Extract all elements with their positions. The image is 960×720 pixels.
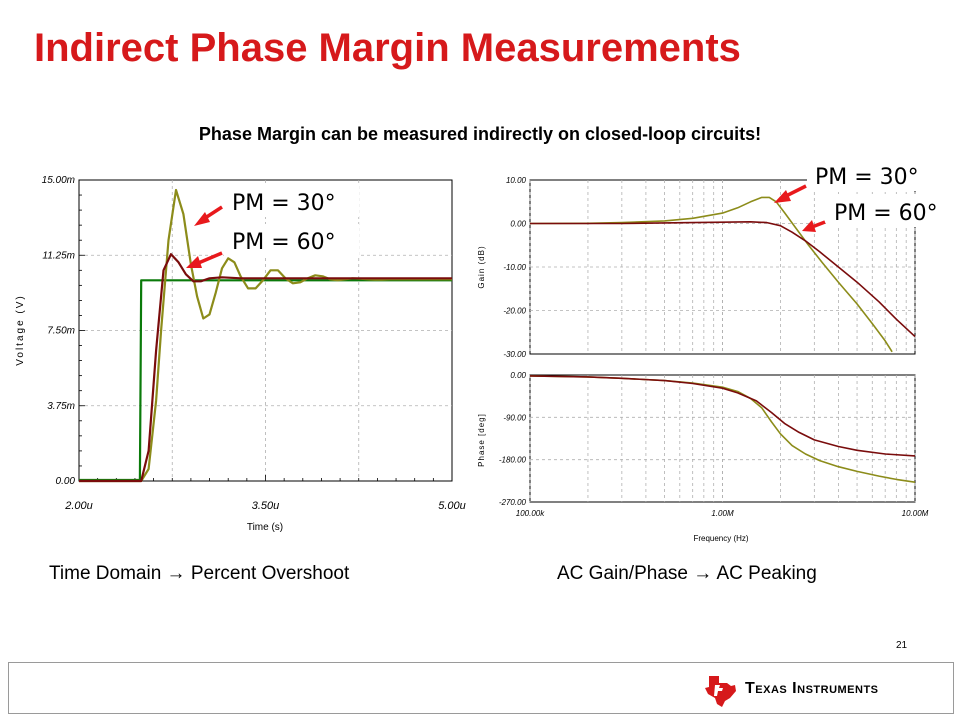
gain-y-tick-label: -20.00 bbox=[503, 307, 526, 316]
ac-pm60-label: PM = 60° bbox=[834, 201, 938, 226]
time-x-tick-label: 2.00u bbox=[64, 500, 93, 512]
time-series-pm60 bbox=[79, 253, 452, 483]
ac-pm30-label: PM = 30° bbox=[815, 165, 919, 190]
time-x-tick-label: 5.00u bbox=[438, 500, 466, 512]
phase-y-tick-label: 0.00 bbox=[510, 371, 526, 380]
time-x-axis-title: Time (s) bbox=[247, 522, 283, 533]
slide-subtitle: Phase Margin can be measured indirectly … bbox=[198, 124, 762, 144]
ti-logo-text: Texas Instruments bbox=[745, 680, 879, 697]
time-series-group bbox=[79, 188, 452, 483]
phase-series-group bbox=[529, 375, 916, 483]
ac-pm60-callout: PM = 60° bbox=[826, 194, 956, 227]
gain-ticks: -30.00 -20.00 -10.00 0.00 10.00 bbox=[503, 176, 526, 359]
time-ticks: 0.00 3.75m 7.50m 11.25m 15.00m 2.00u 3.50u 5.00… bbox=[42, 175, 466, 512]
time-pm60-arrow-shaft bbox=[195, 251, 223, 266]
phase-grid bbox=[529, 375, 916, 502]
time-pm30-callout: PM = 30° bbox=[224, 185, 359, 217]
gain-y-tick-label: 0.00 bbox=[510, 220, 526, 229]
page-number: 21 bbox=[896, 640, 908, 651]
phase-plot-area bbox=[529, 374, 916, 503]
time-series-pm30 bbox=[79, 188, 452, 483]
time-pm30-callout-box bbox=[224, 185, 359, 217]
footer-bar bbox=[8, 662, 954, 714]
caption-ac: AC Gain/Phase → AC Peaking bbox=[557, 563, 817, 584]
gain-y-axis-title: Gain (dB) bbox=[477, 245, 486, 288]
time-pm60-arrow bbox=[186, 251, 223, 268]
phase-y-tick-label: -270.00 bbox=[499, 498, 527, 507]
time-pm60-callout-box bbox=[224, 224, 359, 256]
slide-title: Indirect Phase Margin Measurements bbox=[34, 26, 741, 70]
charts-canvas: 0.00 3.75m 7.50m 11.25m 15.00m 2.00u 3.50u 5.00… bbox=[15, 158, 956, 543]
time-y-tick-label: 0.00 bbox=[56, 476, 76, 487]
time-pm60-arrow-head bbox=[186, 256, 202, 268]
gain-y-tick-label: -30.00 bbox=[503, 350, 526, 359]
time-y-tick-label: 7.50m bbox=[47, 326, 75, 337]
time-pm30-arrow bbox=[194, 205, 223, 226]
time-x-tick-label: 3.50u bbox=[252, 500, 280, 512]
ac-pm30-arrow bbox=[774, 184, 807, 203]
time-y-tick-label: 15.00m bbox=[42, 175, 75, 186]
ac-pm30-arrow-head bbox=[774, 190, 791, 203]
time-y-tick-label: 11.25m bbox=[42, 250, 75, 261]
ac-pm60-arrow bbox=[802, 220, 826, 232]
caption-time-domain: Time Domain → Percent Overshoot bbox=[49, 563, 350, 584]
ac-pm30-callout: PM = 30° bbox=[807, 158, 942, 191]
phase-x-tick-label: 100.00k bbox=[516, 509, 545, 518]
phase-ticks: -270.00 -180.00 -90.00 0.00 100.00k 1.00M 10.0… bbox=[499, 371, 929, 518]
ac-pm60-arrow-head bbox=[802, 220, 816, 232]
time-pm60-callout: PM = 60° bbox=[224, 224, 359, 256]
ac-pm60-arrow-shaft bbox=[811, 220, 826, 229]
gain-grid bbox=[529, 180, 916, 354]
phase-x-tick-label: 10.00M bbox=[902, 509, 929, 518]
gain-y-tick-label: 10.00 bbox=[506, 176, 527, 185]
phase-x-tick-label: 1.00M bbox=[711, 509, 734, 518]
time-y-axis-title: Voltage (V) bbox=[15, 294, 26, 365]
texas-state-icon bbox=[705, 676, 736, 707]
gain-series-group bbox=[529, 196, 916, 353]
ac-pm30-callout-box bbox=[807, 158, 942, 191]
gain-chart: -30.00 -20.00 -10.00 0.00 10.00 Gain (dB) bbox=[477, 176, 916, 359]
phase-y-tick-label: -90.00 bbox=[503, 413, 526, 422]
time-pm30-arrow-head bbox=[194, 212, 210, 226]
time-pm60-label: PM = 60° bbox=[232, 230, 336, 255]
phase-x-axis-title: Frequency (Hz) bbox=[693, 534, 748, 543]
time-pm30-label: PM = 30° bbox=[232, 191, 336, 216]
gain-series-pm30 bbox=[529, 196, 893, 353]
phase-y-tick-label: -180.00 bbox=[499, 456, 527, 465]
phase-y-axis-title: Phase [deg] bbox=[477, 413, 486, 467]
gain-series-pm60 bbox=[530, 221, 916, 338]
ac-pm60-callout-box bbox=[826, 194, 956, 227]
time-y-tick-label: 3.75m bbox=[47, 401, 75, 412]
phase-chart: -270.00 -180.00 -90.00 0.00 100.00k 1.00M 10.0… bbox=[477, 371, 929, 543]
phase-series-pm60 bbox=[529, 375, 916, 457]
gain-y-tick-label: -10.00 bbox=[503, 263, 526, 272]
